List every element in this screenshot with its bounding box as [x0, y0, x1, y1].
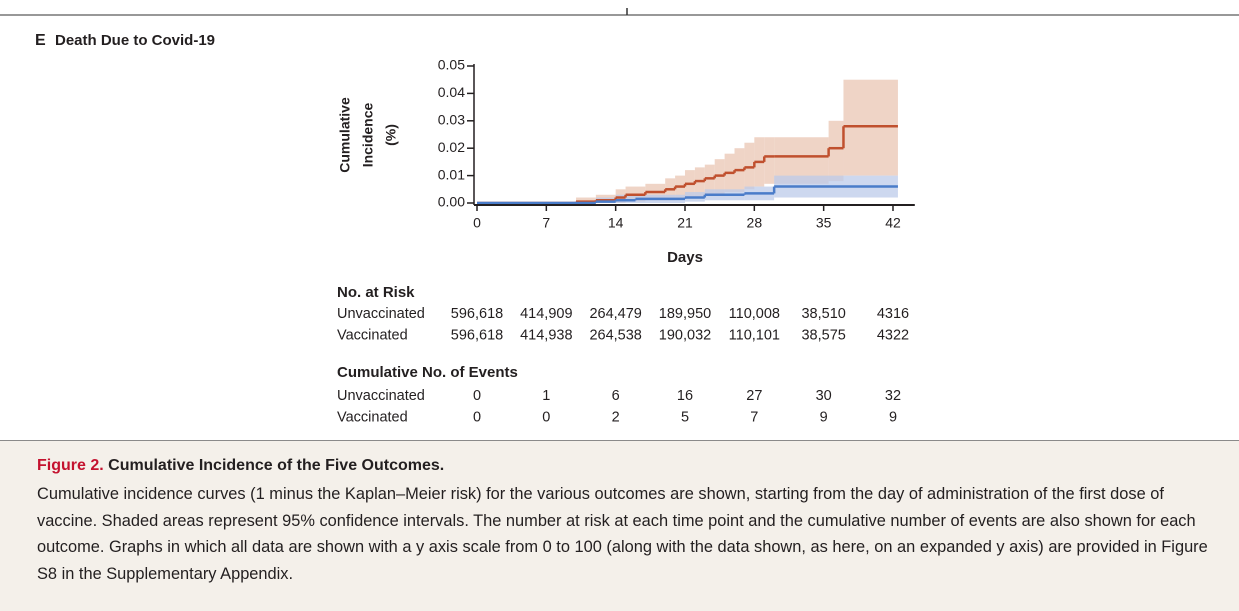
table-row-label: Unvaccinated	[337, 388, 425, 404]
table-cell: 30	[816, 388, 832, 404]
table-cell: 190,032	[659, 327, 711, 343]
confidence-band	[714, 159, 725, 195]
figure-label: Figure 2.	[37, 457, 104, 474]
y-tick-label: 0.02	[438, 139, 465, 155]
y-tick-label: 0.04	[438, 84, 465, 100]
table-cell: 414,909	[520, 306, 572, 322]
confidence-band	[694, 167, 705, 198]
confidence-band	[576, 197, 596, 203]
x-tick-label: 28	[747, 215, 763, 231]
x-tick-label: 35	[816, 215, 832, 231]
table-cell: 9	[889, 409, 897, 425]
x-tick-label: 14	[608, 215, 624, 231]
table-cell: 596,618	[451, 327, 503, 343]
y-tick-label: 0.00	[438, 194, 465, 210]
x-tick-label: 42	[885, 215, 901, 231]
panel-title: Death Due to Covid-19	[55, 32, 215, 49]
table-cell: 264,479	[589, 306, 641, 322]
table-cell: 38,510	[801, 306, 845, 322]
x-tick-label: 7	[542, 215, 550, 231]
caption-text: Cumulative incidence curves (1 minus the…	[37, 485, 1208, 583]
x-axis-label: Days	[667, 249, 703, 266]
y-tick-label: 0.05	[438, 57, 465, 73]
table-cell: 9	[820, 409, 828, 425]
table-cell: 16	[677, 388, 693, 404]
table-cell: 0	[542, 409, 550, 425]
panel-letter: E	[35, 32, 46, 49]
table-cell: 4316	[877, 306, 909, 322]
table-cell: 414,938	[520, 327, 572, 343]
table-cell: 0	[473, 409, 481, 425]
events-table-title: Cumulative No. of Events	[337, 364, 518, 381]
x-tick-label: 21	[677, 215, 693, 231]
caption-head: Figure 2. Cumulative Incidence of the Fi…	[37, 457, 1213, 475]
y-tick-label: 0.03	[438, 112, 465, 128]
table-cell: 4322	[877, 327, 909, 343]
risk-table-title: No. at Risk	[337, 284, 415, 301]
figure-title: Cumulative Incidence of the Five Outcome…	[108, 457, 445, 474]
table-row-label: Unvaccinated	[337, 306, 425, 322]
y-axis-label: Cumulative	[337, 97, 353, 173]
table-cell: 2	[612, 409, 620, 425]
table-cell: 5	[681, 409, 689, 425]
y-axis-label: (%)	[383, 124, 399, 146]
confidence-band	[764, 137, 775, 184]
chart: E Death Due to Covid-19 Days No. at Risk…	[0, 8, 1239, 425]
y-tick-label: 0.01	[438, 166, 465, 182]
table-cell: 189,950	[659, 306, 711, 322]
confidence-band	[828, 120, 844, 182]
y-axis-label: Incidence	[360, 103, 376, 168]
table-cell: 596,618	[451, 306, 503, 322]
table-cell: 38,575	[801, 327, 845, 343]
confidence-band	[615, 194, 636, 203]
x-tick-label: 0	[473, 215, 481, 231]
confidence-band	[843, 79, 898, 176]
table-row-label: Vaccinated	[337, 327, 408, 343]
table-cell: 1	[542, 388, 550, 404]
caption: Figure 2. Cumulative Incidence of the Fi…	[0, 440, 1239, 611]
table-cell: 110,101	[729, 327, 780, 343]
table-cell: 0	[473, 388, 481, 404]
table-cell: 264,538	[589, 327, 641, 343]
table-cell: 7	[750, 409, 758, 425]
confidence-band	[704, 164, 715, 195]
table-row-label: Vaccinated	[337, 409, 408, 425]
table-cell: 32	[885, 388, 901, 404]
table-cell: 27	[746, 388, 762, 404]
table-cell: 6	[612, 388, 620, 404]
confidence-band	[744, 142, 755, 190]
table-cell: 110,008	[729, 306, 780, 322]
